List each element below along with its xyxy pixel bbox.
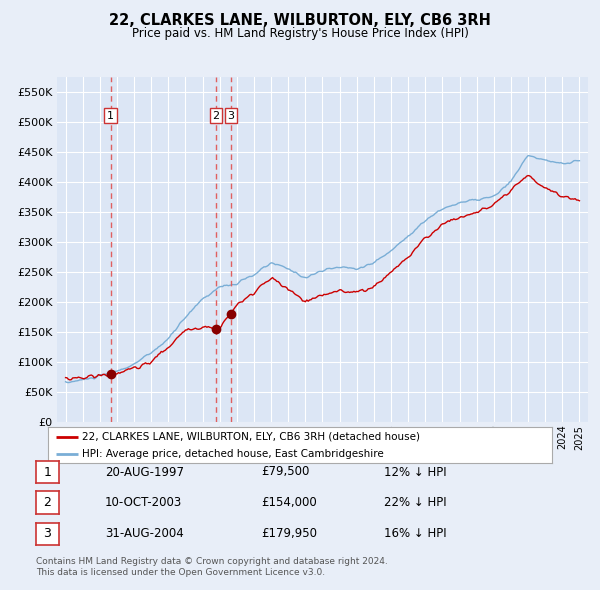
Text: 22, CLARKES LANE, WILBURTON, ELY, CB6 3RH: 22, CLARKES LANE, WILBURTON, ELY, CB6 3R…	[109, 13, 491, 28]
Text: 20-AUG-1997: 20-AUG-1997	[105, 466, 184, 478]
Text: Contains HM Land Registry data © Crown copyright and database right 2024.: Contains HM Land Registry data © Crown c…	[36, 558, 388, 566]
Text: 2: 2	[43, 496, 52, 509]
Text: 22% ↓ HPI: 22% ↓ HPI	[384, 496, 446, 509]
Text: 16% ↓ HPI: 16% ↓ HPI	[384, 527, 446, 540]
Text: 3: 3	[43, 527, 52, 540]
Text: 22, CLARKES LANE, WILBURTON, ELY, CB6 3RH (detached house): 22, CLARKES LANE, WILBURTON, ELY, CB6 3R…	[82, 432, 420, 442]
Text: 3: 3	[227, 111, 235, 121]
Text: 1: 1	[43, 466, 52, 478]
Text: This data is licensed under the Open Government Licence v3.0.: This data is licensed under the Open Gov…	[36, 568, 325, 577]
Text: £79,500: £79,500	[261, 466, 310, 478]
Text: 10-OCT-2003: 10-OCT-2003	[105, 496, 182, 509]
Text: 1: 1	[107, 111, 114, 121]
Text: £179,950: £179,950	[261, 527, 317, 540]
Text: £154,000: £154,000	[261, 496, 317, 509]
Text: 2: 2	[212, 111, 220, 121]
Text: Price paid vs. HM Land Registry's House Price Index (HPI): Price paid vs. HM Land Registry's House …	[131, 27, 469, 40]
Text: 12% ↓ HPI: 12% ↓ HPI	[384, 466, 446, 478]
Text: 31-AUG-2004: 31-AUG-2004	[105, 527, 184, 540]
Text: HPI: Average price, detached house, East Cambridgeshire: HPI: Average price, detached house, East…	[82, 449, 384, 459]
